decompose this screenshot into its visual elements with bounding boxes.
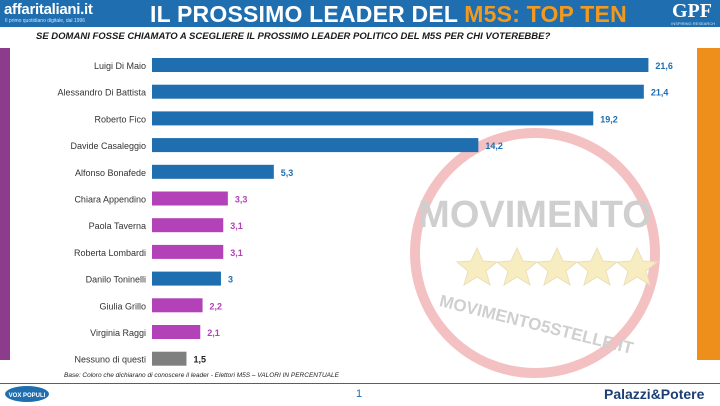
palazzi-potere-logo: Palazzi&Potere (604, 386, 705, 402)
bar-chart: MOVIMENTO MOVIMENTO5STELLE.IT Luigi Di M… (57, 58, 673, 378)
vox-populi-logo: VOX POPULI (5, 386, 49, 402)
bar (152, 325, 201, 339)
bar (152, 138, 479, 153)
title-main: IL PROSSIMO LEADER DEL (150, 1, 465, 27)
value-label: 3,3 (235, 195, 248, 205)
value-label: 5,3 (281, 168, 294, 178)
page-number: 1 (356, 388, 363, 400)
value-label: 14,2 (485, 141, 503, 151)
category-label: Paola Taverna (89, 221, 146, 231)
value-label: 3 (228, 275, 233, 285)
bar (152, 58, 649, 72)
bar (152, 271, 221, 286)
value-label: 19,2 (600, 114, 618, 124)
value-label: 2,2 (210, 301, 223, 311)
bar (152, 164, 274, 179)
m5s-watermark-logo: MOVIMENTO MOVIMENTO5STELLE.IT (410, 128, 660, 378)
category-label: Alessandro Di Battista (57, 88, 146, 98)
watermark-movimento-text: MOVIMENTO (418, 194, 652, 236)
category-label: Roberto Fico (94, 114, 146, 124)
bar (152, 351, 187, 366)
page-title: IL PROSSIMO LEADER DEL M5S: TOP TEN (150, 1, 627, 28)
bar (152, 244, 224, 259)
title-highlight: M5S: TOP TEN (464, 1, 627, 27)
bar (152, 191, 228, 206)
affaritaliani-logo: affaritaliani.it (4, 1, 93, 18)
bar (152, 84, 644, 99)
watermark-ring (410, 128, 660, 378)
watermark-stars-icon (455, 246, 659, 287)
header-bar: affaritaliani.it Il primo quotidiano dig… (0, 0, 720, 27)
value-label: 21,6 (655, 61, 673, 71)
category-label: Giulia Grillo (99, 301, 146, 311)
category-label: Danilo Toninelli (86, 275, 146, 285)
left-side-band (0, 48, 10, 360)
survey-question: SE DOMANI FOSSE CHIAMATO A SCEGLIERE IL … (36, 31, 551, 42)
gpf-logo: GPF (672, 0, 712, 22)
footnote: Base: Coloro che dichiarano di conoscere… (64, 372, 339, 379)
bar (152, 111, 594, 126)
value-label: 3,1 (230, 248, 243, 258)
bars-group: Luigi Di Maio 21,6 Alessandro Di Battista 2… (57, 58, 673, 366)
bar (152, 218, 224, 233)
category-label: Virginia Raggi (90, 328, 146, 338)
vox-populi-text: VOX POPULI (9, 393, 46, 399)
gpf-tagline: INSPIRING RESEARCH (671, 21, 715, 26)
category-label: Nessuno di questi (74, 355, 146, 365)
category-label: Davide Casaleggio (70, 141, 146, 151)
category-label: Roberta Lombardi (74, 248, 146, 258)
category-label: Luigi Di Maio (94, 61, 146, 71)
value-label: 3,1 (230, 221, 243, 231)
value-label: 2,1 (207, 328, 220, 338)
bar (152, 298, 203, 313)
value-label: 21,4 (651, 88, 669, 98)
category-label: Chiara Appendino (74, 195, 146, 205)
footer-bar (0, 383, 720, 406)
category-label: Alfonso Bonafede (75, 168, 146, 178)
value-label: 1,5 (193, 355, 206, 365)
affaritaliani-tagline: Il primo quotidiano digitale, dal 1996 (5, 18, 86, 24)
right-side-band (697, 48, 720, 360)
